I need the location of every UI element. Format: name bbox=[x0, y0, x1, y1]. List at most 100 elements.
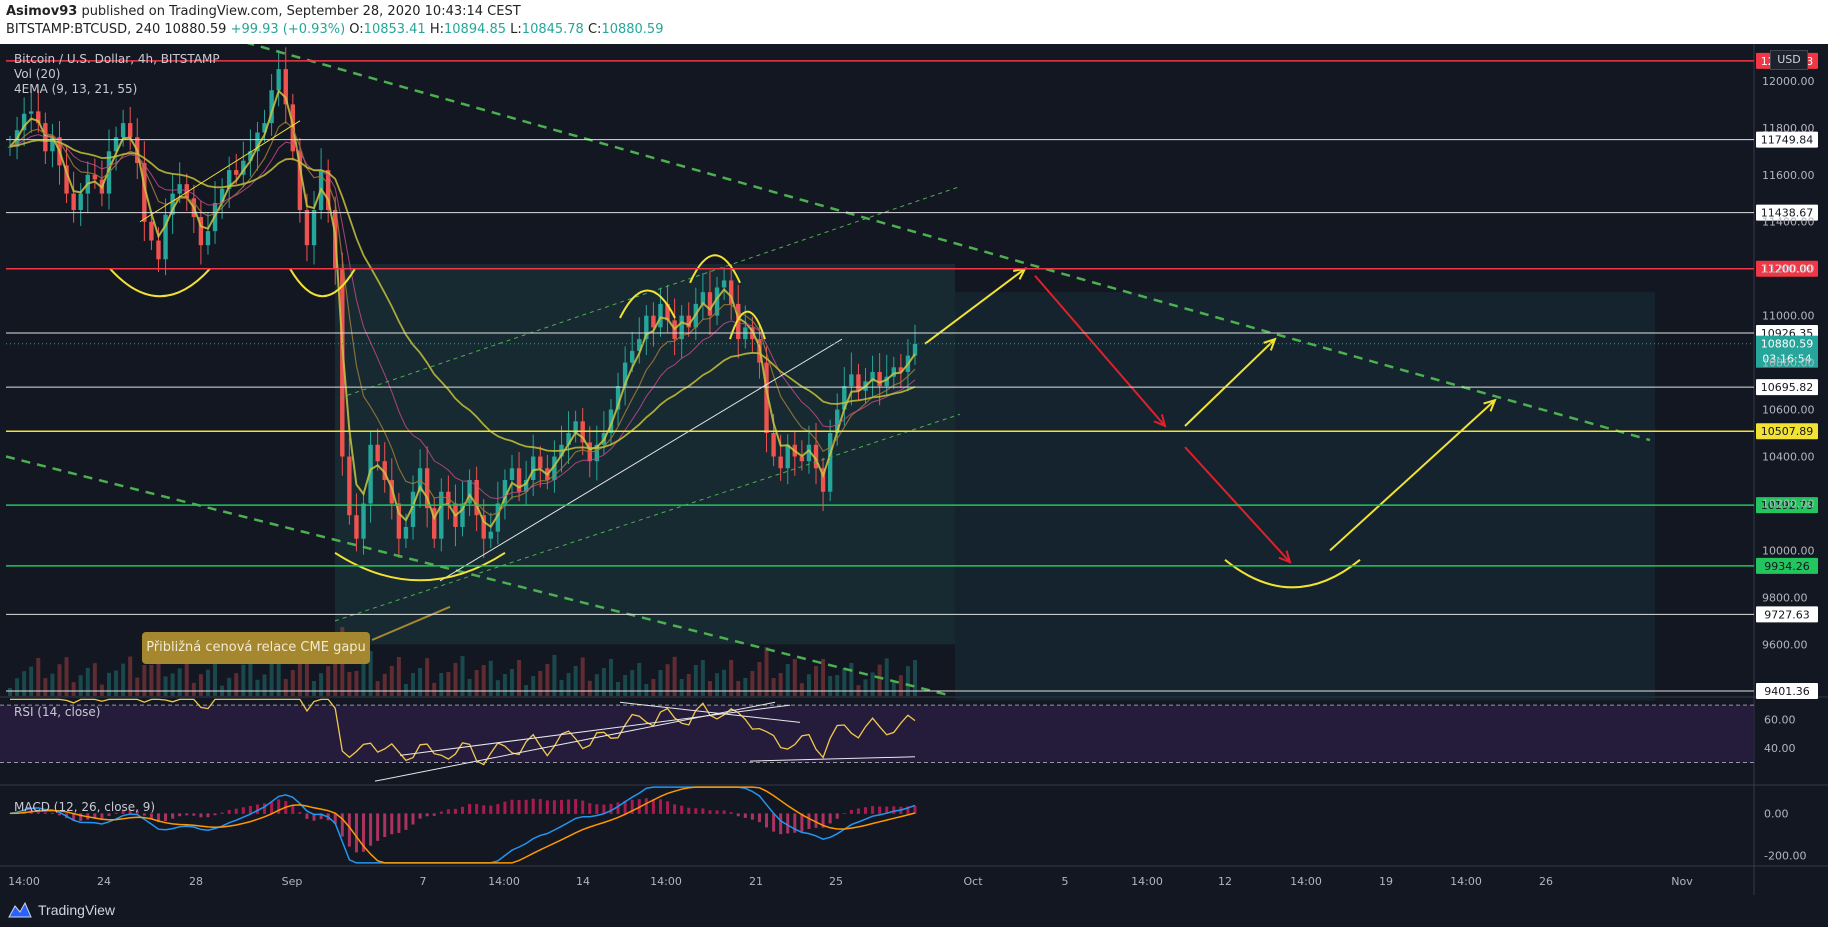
candle-body bbox=[219, 188, 225, 203]
macd-hist-bar bbox=[779, 813, 783, 835]
volume-bar bbox=[651, 679, 656, 696]
macd-hist-bar bbox=[79, 813, 83, 821]
macd-hist-bar bbox=[489, 805, 493, 814]
countdown-label: 03:16:54 bbox=[1762, 353, 1811, 366]
macd-hist-bar bbox=[57, 813, 61, 816]
volume-bar bbox=[778, 673, 783, 696]
candle-body bbox=[516, 468, 522, 492]
arrow-down-1-head bbox=[1153, 414, 1167, 428]
rsi-tick: 60.00 bbox=[1764, 714, 1796, 727]
level-label-3: 11200.00 bbox=[1761, 263, 1814, 276]
macd-hist-bar bbox=[220, 812, 224, 814]
volume-bar bbox=[156, 657, 161, 696]
pattern-arc-3 bbox=[619, 289, 676, 319]
volume-bar bbox=[757, 662, 762, 696]
macd-hist-bar bbox=[602, 804, 606, 814]
volume-bar bbox=[241, 664, 246, 696]
candle-body bbox=[495, 503, 501, 532]
arrow-up-3 bbox=[1329, 399, 1496, 552]
candle-body bbox=[820, 468, 826, 492]
macd-hist-bar bbox=[192, 813, 196, 816]
volume-bar bbox=[297, 661, 302, 696]
ema-indicator-label[interactable]: 4EMA (9, 13, 21, 55) bbox=[14, 82, 138, 96]
volume-bar bbox=[354, 671, 359, 696]
macd-hist-bar bbox=[248, 805, 252, 814]
candle-body bbox=[637, 339, 642, 351]
rsi-trend-4 bbox=[749, 756, 916, 762]
macd-hist-bar bbox=[461, 806, 464, 814]
rsi-legend[interactable]: RSI (14, close) bbox=[14, 705, 101, 719]
macd-hist-bar bbox=[673, 804, 677, 814]
volume-bar bbox=[361, 662, 366, 696]
currency-button[interactable]: USD bbox=[1770, 50, 1808, 70]
volume-bar bbox=[623, 675, 628, 696]
candle-body bbox=[884, 376, 889, 387]
volume-bar bbox=[580, 657, 585, 696]
volume-bar bbox=[149, 664, 154, 696]
macd-hist-bar bbox=[864, 807, 868, 814]
volume-indicator-label[interactable]: Vol (20) bbox=[14, 67, 61, 81]
volume-bar bbox=[665, 664, 670, 696]
arrow-up-2-head bbox=[1263, 337, 1277, 351]
author-name[interactable]: Asimov93 bbox=[6, 4, 78, 19]
volume-bar bbox=[771, 678, 776, 696]
macd-hist-bar bbox=[658, 799, 662, 814]
volume-bar bbox=[587, 680, 592, 696]
volume-bar bbox=[290, 670, 295, 696]
candle-body bbox=[361, 503, 366, 539]
price-tick: 10200.00 bbox=[1762, 497, 1815, 510]
volume-bar bbox=[135, 677, 140, 696]
volume-bar bbox=[870, 672, 875, 696]
pattern-arc-1 bbox=[289, 268, 356, 297]
close-value: 10880.59 bbox=[601, 22, 664, 37]
macd-hist-bar bbox=[892, 806, 896, 814]
candle-body bbox=[283, 69, 288, 105]
macd-legend[interactable]: MACD (12, 26, close, 9) bbox=[14, 800, 156, 814]
macd-hist-bar bbox=[36, 810, 40, 814]
level-label-7: 10192.73 bbox=[1761, 499, 1814, 512]
volume-bar bbox=[566, 673, 571, 696]
macd-hist-bar bbox=[446, 809, 450, 814]
volume-bar bbox=[814, 666, 819, 696]
rsi-tick: 40.00 bbox=[1764, 742, 1796, 755]
candle-body bbox=[835, 409, 840, 434]
volume-bar bbox=[545, 664, 550, 696]
macd-hist-bar bbox=[178, 813, 182, 817]
level-box-8 bbox=[1756, 557, 1818, 574]
ema-line-8 bbox=[9, 121, 916, 516]
level-label-10: 9401.36 bbox=[1764, 685, 1810, 698]
macd-hist-bar bbox=[750, 813, 754, 820]
volume-bar bbox=[326, 666, 331, 696]
macd-hist-bar bbox=[453, 808, 457, 814]
volume-bar bbox=[43, 678, 48, 696]
macd-tick: -200.00 bbox=[1764, 850, 1806, 863]
macd-hist-bar bbox=[107, 813, 111, 816]
volume-bar bbox=[106, 672, 111, 696]
pattern-arc-0 bbox=[109, 268, 211, 298]
volume-bar bbox=[64, 657, 69, 696]
macd-hist-bar bbox=[383, 813, 387, 838]
candle-body bbox=[21, 113, 27, 131]
symbol-title[interactable]: Bitcoin / U.S. Dollar, 4h, BITSTAMP bbox=[14, 52, 220, 66]
macd-hist-bar bbox=[305, 813, 309, 819]
volume-bar bbox=[736, 681, 741, 696]
arrow-down-1 bbox=[1034, 275, 1166, 427]
macd-hist-bar bbox=[468, 803, 472, 814]
candle-body bbox=[566, 433, 571, 445]
macd-hist-bar bbox=[43, 812, 47, 814]
white-trendline bbox=[439, 338, 843, 582]
candle-body bbox=[198, 217, 204, 246]
candle-body bbox=[36, 111, 41, 124]
brand-name: TradingView bbox=[38, 902, 116, 918]
time-tick: 19 bbox=[1379, 875, 1393, 888]
candle-body bbox=[488, 531, 493, 539]
time-tick: 14:00 bbox=[1450, 875, 1482, 888]
price-chart[interactable]: 12085.0311749.8411438.6711200.0010926.35… bbox=[0, 44, 1828, 895]
publish-info: Asimov93 published on TradingView.com, S… bbox=[6, 4, 521, 19]
tradingview-logo[interactable]: TradingView bbox=[8, 901, 115, 919]
volume-bar bbox=[8, 688, 12, 696]
volume-bar bbox=[319, 673, 324, 696]
macd-hist-bar bbox=[418, 813, 422, 819]
volume-bar bbox=[163, 676, 168, 696]
arrow-up-3-head bbox=[1483, 398, 1497, 412]
